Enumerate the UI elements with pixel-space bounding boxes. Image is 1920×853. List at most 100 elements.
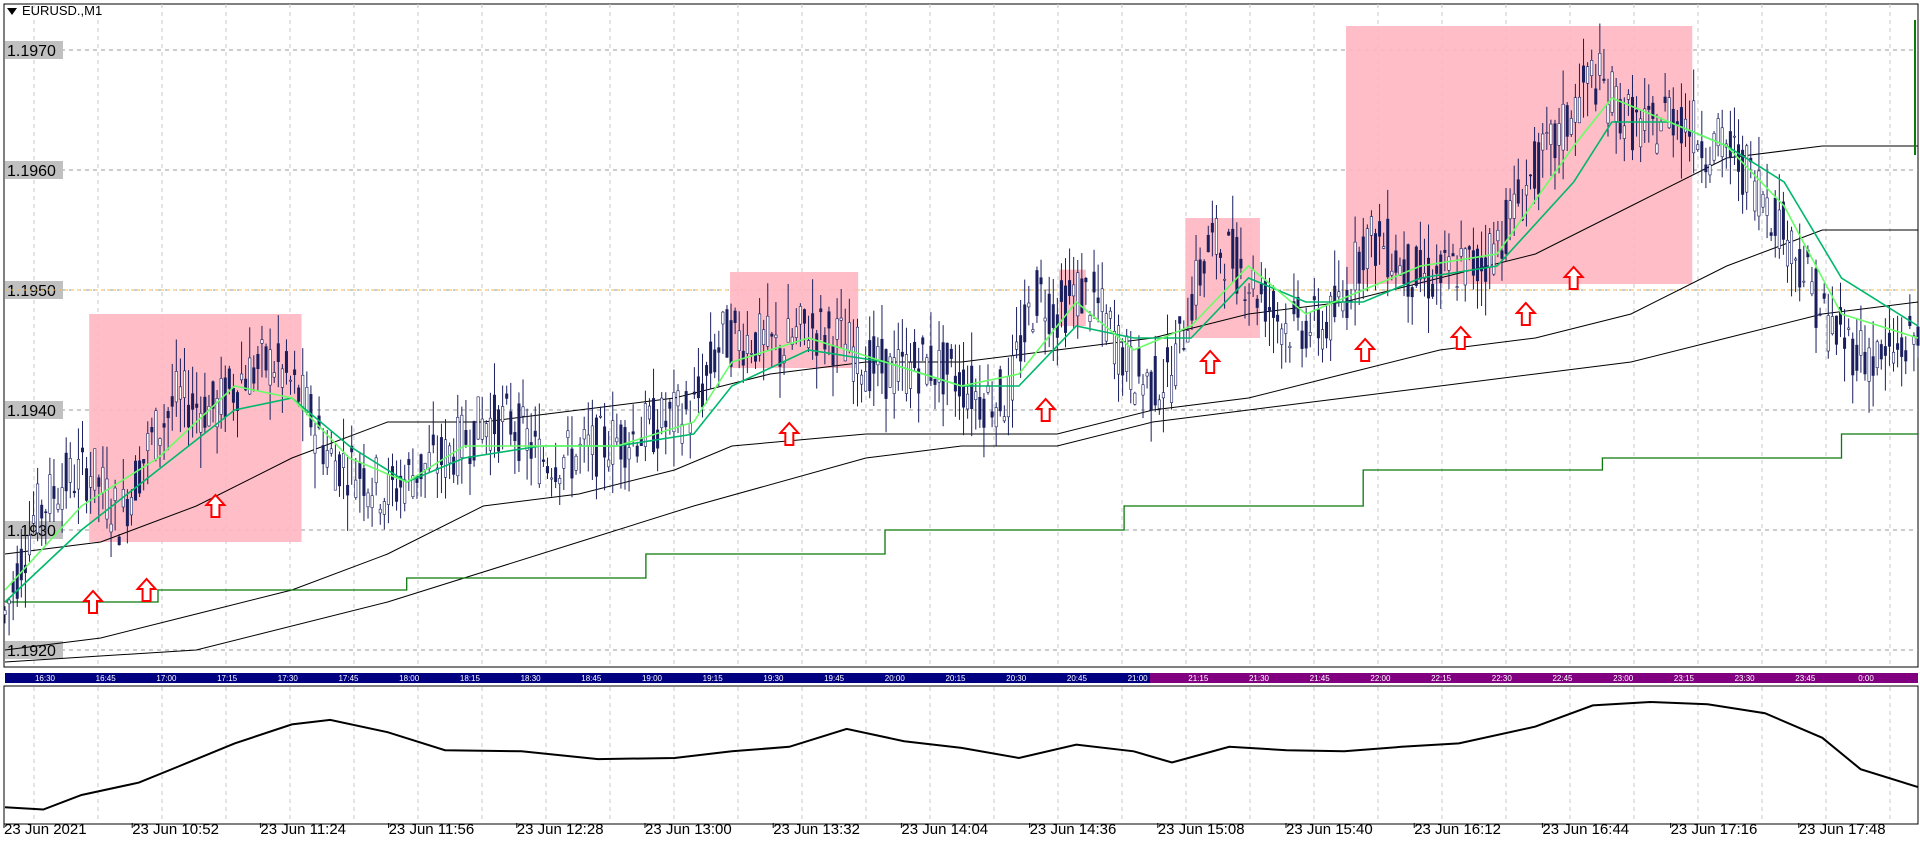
candle-body — [305, 386, 309, 413]
session-tick-label: 23:00 — [1613, 674, 1634, 683]
candle — [1394, 234, 1398, 291]
candle — [154, 407, 158, 462]
candle-body — [1149, 371, 1153, 411]
candle — [321, 428, 325, 475]
candle — [1757, 136, 1761, 231]
candle — [423, 462, 427, 499]
candle-body — [1614, 86, 1618, 122]
candle-body — [1202, 261, 1206, 274]
up-arrow-icon — [81, 589, 105, 614]
candle-body — [758, 313, 762, 356]
candle — [1206, 225, 1210, 253]
session-tick-label: 18:30 — [521, 674, 542, 683]
candle-body — [321, 445, 325, 465]
candle-body — [76, 458, 80, 490]
candle — [1259, 262, 1263, 303]
candle-body — [909, 362, 913, 389]
candle — [1422, 238, 1426, 297]
candle — [758, 298, 762, 362]
candle-body — [1280, 328, 1284, 345]
candle-body — [464, 429, 468, 445]
candle — [342, 418, 346, 500]
candle — [1088, 311, 1092, 332]
candle — [301, 348, 305, 442]
candle — [264, 343, 268, 378]
candle — [1761, 191, 1765, 214]
candle-body — [692, 391, 696, 395]
candle-body — [56, 503, 60, 510]
candle — [44, 508, 48, 546]
candle — [170, 363, 174, 431]
chart-title[interactable]: EURUSD.,M1 — [7, 3, 102, 18]
candle — [574, 453, 578, 475]
candle — [1190, 276, 1194, 331]
candle — [105, 446, 109, 529]
candle — [688, 400, 692, 459]
candle-body — [1573, 97, 1577, 123]
candle — [835, 298, 839, 373]
candle-body — [1141, 384, 1145, 396]
candle-body — [333, 460, 337, 491]
candle-body — [827, 311, 831, 329]
candle-body — [1594, 88, 1598, 105]
candle-body — [1684, 118, 1688, 133]
candle-body — [1839, 307, 1843, 325]
candle-body — [1206, 234, 1210, 253]
candle — [1463, 247, 1467, 302]
candle — [492, 363, 496, 458]
candle-body — [1537, 142, 1541, 195]
candle-body — [754, 332, 758, 362]
candle-body — [460, 414, 464, 459]
candle — [1504, 187, 1508, 261]
candle — [1582, 38, 1586, 118]
candle-body — [484, 423, 488, 438]
candle-body — [1308, 332, 1312, 336]
candle — [419, 453, 423, 497]
candle-body — [1504, 199, 1508, 254]
candle-body — [1549, 123, 1553, 145]
candle — [1769, 227, 1773, 242]
candle-body — [558, 478, 562, 485]
up-arrow-icon — [1514, 301, 1538, 326]
candle-body — [664, 420, 668, 428]
up-arrow-icon — [1353, 337, 1377, 362]
session-tick-label: 19:15 — [703, 674, 724, 683]
candle — [89, 451, 93, 514]
session-tick-label: 18:00 — [399, 674, 420, 683]
price-tick-label: 1.1960 — [7, 163, 56, 180]
candle-body — [607, 459, 611, 468]
candle — [680, 403, 684, 456]
price-label-bg — [5, 641, 63, 659]
x-axis: 23 Jun 2021 23 Jun 10:52 23 Jun 11:24 23 Ju… — [3, 821, 1886, 838]
candle-body — [1900, 337, 1904, 357]
candle-body — [541, 459, 545, 462]
time-tick-label: 23 Jun 13:32 — [773, 821, 860, 838]
time-tick-label: 23 Jun 14:36 — [1030, 821, 1117, 838]
candle — [1830, 286, 1834, 336]
candle-body — [195, 403, 199, 408]
candle-body — [1337, 291, 1341, 298]
dropdown-triangle-icon[interactable] — [7, 8, 17, 16]
price-tick-label: 1.1940 — [7, 403, 56, 420]
candle-body — [1765, 197, 1769, 216]
candle — [313, 422, 317, 489]
candle — [1622, 97, 1626, 162]
candle-body — [700, 383, 704, 408]
candle — [36, 467, 40, 542]
candle — [268, 328, 272, 420]
candle — [586, 402, 590, 472]
candle — [513, 421, 517, 474]
candle — [1635, 96, 1639, 137]
candle-body — [219, 378, 223, 415]
candle-body — [1325, 321, 1329, 339]
candle — [1374, 228, 1378, 291]
session-tick-label: 20:00 — [885, 674, 906, 683]
candle-body — [1027, 302, 1031, 308]
candle — [1745, 143, 1749, 210]
session-tick-label: 17:45 — [338, 674, 359, 683]
candle-body — [1757, 170, 1761, 217]
candle-body — [860, 374, 864, 385]
candle — [725, 305, 729, 358]
candle-body — [872, 336, 876, 374]
candle — [293, 350, 297, 394]
